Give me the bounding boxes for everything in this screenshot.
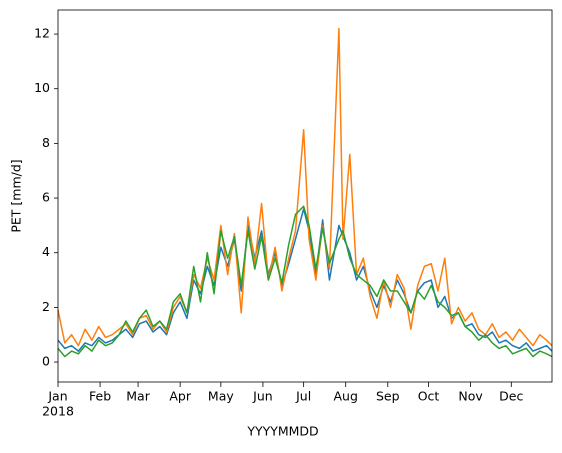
x-tick-label: Nov (458, 389, 483, 404)
x-tick-label: Mar (126, 389, 150, 404)
y-axis-label: PET [mm/d] (9, 159, 24, 232)
series-line (57, 205, 553, 358)
x-tick-label: Jul (295, 389, 311, 404)
y-tick-label: 8 (42, 135, 50, 150)
x-tick-label: Jun (252, 389, 273, 404)
x-tick-label: May (208, 389, 234, 404)
y-tick-label: 12 (34, 26, 50, 41)
y-tick-label: 0 (42, 354, 50, 369)
series-line (57, 27, 553, 347)
year-label: 2018 (42, 404, 74, 419)
y-tick-label: 6 (42, 190, 50, 205)
x-tick-label: Oct (418, 389, 440, 404)
x-axis-label: YYYYMMDD (246, 424, 318, 439)
x-tick-label: Apr (169, 389, 191, 404)
plot-frame (57, 9, 553, 383)
x-tick-label: Feb (89, 389, 111, 404)
y-tick-label: 10 (34, 80, 50, 95)
y-tick-label: 2 (42, 299, 50, 314)
x-tick-label: Sep (376, 389, 400, 404)
x-tick-label: Aug (334, 389, 358, 404)
x-tick-label: Dec (499, 389, 523, 404)
series-line (57, 208, 553, 352)
y-tick-label: 4 (42, 244, 50, 259)
x-tick-label: Jan (47, 389, 67, 404)
